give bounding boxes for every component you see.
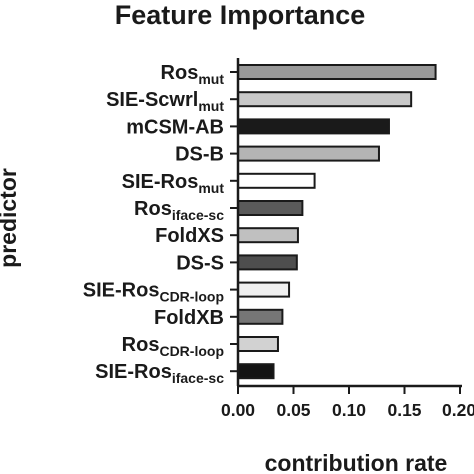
- bar: [237, 145, 380, 162]
- category-label-main: DS-B: [175, 144, 224, 166]
- x-tick-label: 0.15: [387, 400, 421, 420]
- x-tick-label: 0.00: [221, 400, 255, 420]
- bar: [237, 336, 279, 352]
- category-label: DS-S: [176, 252, 224, 274]
- category-label-subscript: CDR-loop: [159, 343, 224, 359]
- category-label-main: Ros: [161, 62, 199, 84]
- x-axis: 0.00 0.05 0.10 0.15 0.20: [221, 384, 474, 420]
- x-tick-label: 0.20: [442, 400, 474, 420]
- category-label: Rosiface-sc: [134, 198, 224, 223]
- category-label: FoldXB: [154, 307, 224, 329]
- category-label-main: FoldXB: [154, 307, 224, 329]
- category-label: SIE-Rosmut: [122, 171, 225, 196]
- category-label-subscript: iface-sc: [172, 207, 224, 223]
- category-label-subscript: mut: [198, 180, 224, 196]
- category-label-subscript: iface-sc: [172, 370, 224, 386]
- bar: [237, 308, 284, 325]
- category-label-main: FoldXS: [155, 225, 224, 247]
- category-label-main: SIE-Ros: [122, 171, 199, 193]
- x-axis-title: contribution rate: [265, 450, 448, 474]
- category-label: SIE-Rosiface-sc: [95, 361, 224, 386]
- bar: [237, 227, 299, 244]
- bar: [237, 363, 275, 380]
- category-label-main: Ros: [122, 334, 160, 356]
- category-labels: RosmutSIE-ScwrlmutmCSM-ABDS-BSIE-RosmutR…: [83, 62, 238, 386]
- category-label: FoldXS: [155, 225, 224, 247]
- category-label: mCSM-AB: [126, 116, 224, 138]
- category-label-subscript: CDR-loop: [159, 289, 224, 305]
- category-label: SIE-RosCDR-loop: [83, 280, 224, 305]
- bar: [237, 64, 437, 80]
- bar: [237, 91, 413, 108]
- bar: [237, 172, 316, 189]
- category-label-main: mCSM-AB: [126, 116, 224, 138]
- category-label-main: SIE-Ros: [95, 361, 172, 383]
- bars-group: [237, 64, 437, 380]
- chart-title: Feature Importance: [115, 0, 366, 30]
- category-label-main: SIE-Scwrl: [106, 89, 198, 111]
- category-label-main: SIE-Ros: [83, 280, 160, 302]
- y-axis-title: predictor: [0, 168, 21, 268]
- bar: [237, 254, 298, 271]
- x-tick-label: 0.10: [332, 400, 366, 420]
- bar: [237, 200, 304, 216]
- category-label-subscript: mut: [198, 98, 224, 114]
- x-tick-label: 0.05: [276, 400, 310, 420]
- category-label-subscript: mut: [198, 71, 224, 87]
- category-label: SIE-Scwrlmut: [106, 89, 224, 114]
- category-label-main: Ros: [134, 198, 172, 220]
- bar: [237, 118, 390, 135]
- category-label: RosCDR-loop: [122, 334, 224, 359]
- bar: [237, 281, 291, 298]
- category-label: Rosmut: [161, 62, 225, 87]
- category-label: DS-B: [175, 144, 224, 166]
- category-label-main: DS-S: [176, 252, 224, 274]
